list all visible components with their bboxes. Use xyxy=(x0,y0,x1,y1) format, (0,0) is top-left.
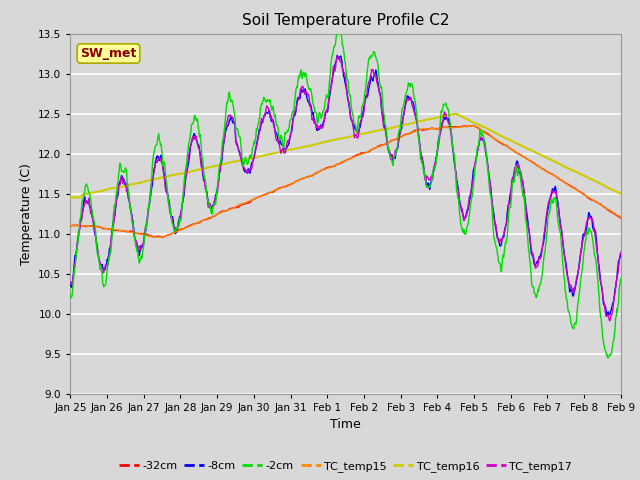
Y-axis label: Temperature (C): Temperature (C) xyxy=(20,163,33,264)
Text: SW_met: SW_met xyxy=(80,47,137,60)
Legend: -32cm, -8cm, -2cm, TC_temp15, TC_temp16, TC_temp17: -32cm, -8cm, -2cm, TC_temp15, TC_temp16,… xyxy=(115,457,577,477)
X-axis label: Time: Time xyxy=(330,418,361,431)
Title: Soil Temperature Profile C2: Soil Temperature Profile C2 xyxy=(242,13,449,28)
